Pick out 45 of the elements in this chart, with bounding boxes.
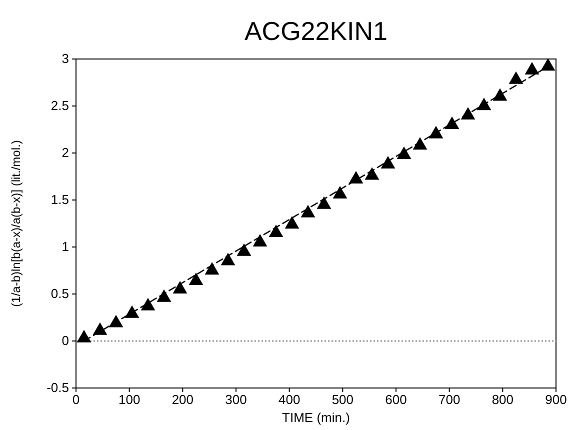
point bbox=[524, 62, 540, 74]
x-tick-label: 900 bbox=[545, 392, 567, 408]
y-tick-label: 3 bbox=[62, 51, 69, 66]
point bbox=[172, 280, 188, 294]
x-tick-label: 600 bbox=[385, 392, 407, 408]
x-tick-label: 500 bbox=[332, 392, 354, 408]
y-tick-label: 0.5 bbox=[50, 286, 69, 302]
point bbox=[220, 252, 236, 266]
y-tick-label: 1 bbox=[62, 239, 69, 254]
point bbox=[508, 71, 524, 84]
point bbox=[316, 196, 332, 209]
point bbox=[76, 330, 92, 342]
point bbox=[540, 58, 556, 71]
point bbox=[140, 298, 156, 310]
y-tick-label: 1.5 bbox=[50, 192, 69, 208]
point bbox=[380, 156, 396, 168]
x-tick-label: 200 bbox=[172, 392, 194, 408]
point bbox=[108, 314, 124, 328]
chart-title: ACG22KIN1 bbox=[244, 16, 388, 46]
x-tick-label: 0 bbox=[72, 392, 80, 408]
point bbox=[92, 322, 108, 335]
point bbox=[444, 116, 460, 129]
point bbox=[252, 234, 268, 246]
point bbox=[204, 262, 220, 275]
y-tick-label: 2 bbox=[62, 145, 69, 160]
point bbox=[268, 224, 284, 238]
point bbox=[188, 272, 204, 285]
x-tick-label: 800 bbox=[492, 392, 514, 408]
y-axis-title: (1/a-b)ln[b(a-x)/a(b-x)] (lit./mol.) bbox=[9, 140, 23, 307]
y-tick-label: 2.5 bbox=[50, 98, 69, 114]
point bbox=[428, 126, 444, 138]
x-tick-label: 400 bbox=[278, 392, 300, 408]
x-tick-label: 700 bbox=[438, 392, 460, 408]
y-tick-label: 0 bbox=[62, 333, 69, 348]
point bbox=[492, 88, 508, 101]
point bbox=[300, 204, 316, 218]
y-tick-label: -0.5 bbox=[46, 380, 69, 396]
point bbox=[156, 289, 172, 302]
x-tick-label: 300 bbox=[225, 392, 247, 408]
x-axis-title: TIME (min.) bbox=[282, 410, 350, 425]
x-tick-label: 100 bbox=[118, 392, 140, 408]
point bbox=[284, 216, 300, 229]
point bbox=[332, 186, 348, 199]
point bbox=[236, 243, 252, 256]
point bbox=[396, 146, 412, 160]
